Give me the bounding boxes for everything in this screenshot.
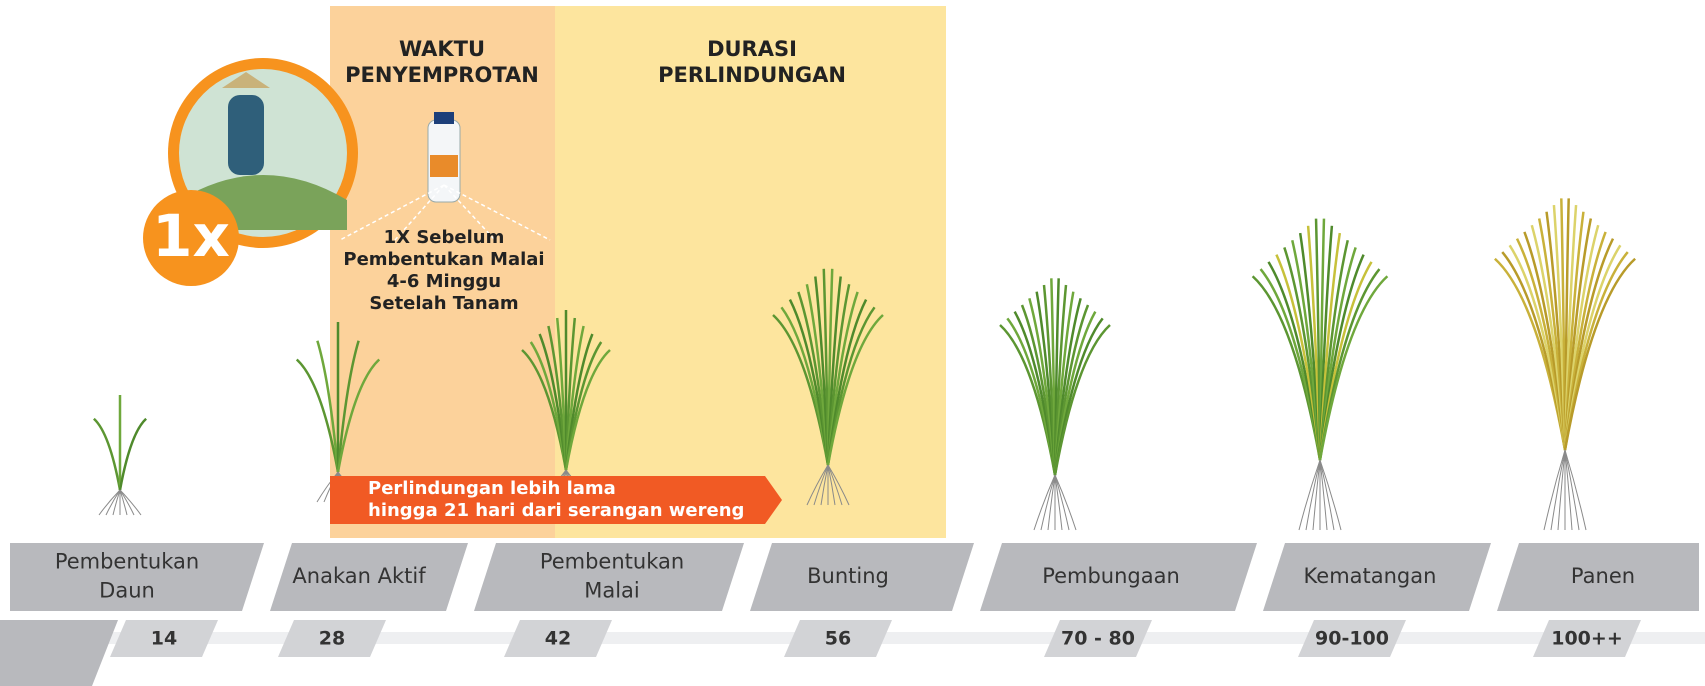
root: [1544, 450, 1565, 530]
infographic: 1x WAKTUPENYEMPROTAN DURASIPERLINDUNGAN 1X…: [0, 0, 1705, 686]
day-value: 100++: [1551, 628, 1623, 650]
stage-name: Malai: [584, 579, 640, 603]
root: [1055, 475, 1069, 530]
stage-name: Kematangan: [1304, 564, 1437, 588]
root: [1551, 450, 1565, 530]
root: [120, 490, 141, 515]
instruction-line: Pembentukan Malai: [343, 249, 544, 270]
spray-time-title: PENYEMPROTAN: [345, 63, 539, 87]
day-value: 56: [825, 628, 851, 650]
day-value: 42: [545, 628, 571, 650]
root: [1041, 475, 1055, 530]
protection-title: PERLINDUNGAN: [658, 63, 846, 87]
instruction-line: Setelah Tanam: [369, 293, 518, 314]
stage-name: Bunting: [807, 564, 889, 588]
stage-name: Daun: [99, 579, 155, 603]
root: [1320, 460, 1341, 530]
day-value: 90-100: [1315, 628, 1389, 650]
stage-name: Pembentukan: [55, 550, 199, 574]
stage-name: Panen: [1571, 564, 1635, 588]
root: [1034, 475, 1055, 530]
leaf: [94, 419, 120, 490]
stage-name: Pembungaan: [1042, 564, 1180, 588]
root: [1055, 475, 1076, 530]
badge-text: 1x: [152, 202, 230, 270]
root: [1565, 450, 1579, 530]
bottle-label: [430, 155, 458, 177]
stage-name: Anakan Aktif: [292, 564, 426, 588]
instruction-line: 1X Sebelum: [384, 227, 505, 248]
root: [99, 490, 120, 515]
day-value: 28: [319, 628, 345, 650]
day-label-tab: [0, 620, 118, 686]
root: [1320, 460, 1334, 530]
stage-name: Pembentukan: [540, 550, 684, 574]
spray-time-title: WAKTU: [399, 37, 485, 61]
instruction-line: 4-6 Minggu: [387, 271, 501, 292]
root: [1306, 460, 1320, 530]
day-value: 70 - 80: [1061, 628, 1135, 650]
photo-farmer: [228, 95, 264, 175]
bottle-cap: [434, 112, 454, 124]
root: [1565, 450, 1586, 530]
root: [1299, 460, 1320, 530]
leaf: [120, 419, 146, 490]
protection-title: DURASI: [707, 37, 797, 61]
arrow-text: hingga 21 hari dari serangan wereng: [368, 500, 744, 521]
day-value: 14: [151, 628, 177, 650]
arrow-text: Perlindungan lebih lama: [368, 478, 616, 499]
